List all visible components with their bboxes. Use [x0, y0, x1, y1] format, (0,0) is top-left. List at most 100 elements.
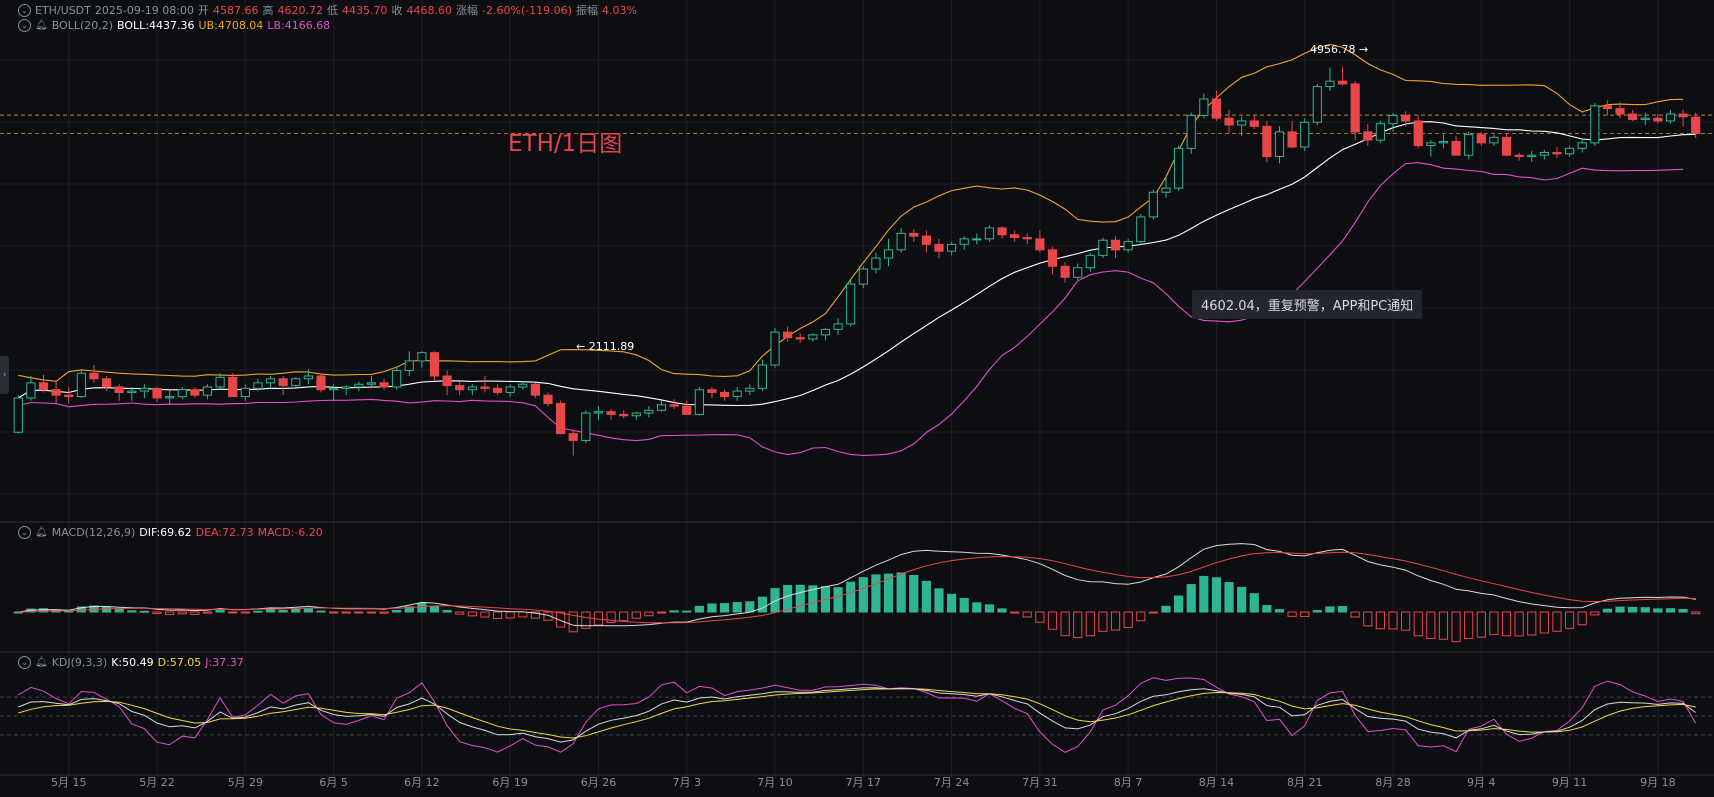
boll-lb-value: LB:4166.68 — [267, 19, 331, 32]
macd-histogram-bar — [694, 605, 704, 613]
macd-histogram-bar — [1010, 611, 1020, 614]
x-tick-label: 8月 21 — [1287, 776, 1323, 789]
collapse-icon[interactable]: ⌄ — [18, 656, 31, 669]
candle-body — [442, 375, 452, 387]
candle-body — [1678, 113, 1688, 118]
candle-body — [757, 364, 768, 389]
macd-histogram-bar — [101, 606, 112, 613]
candle-body — [1577, 142, 1587, 149]
amplitude-value: 4.03% — [601, 3, 637, 17]
collapse-icon[interactable]: ⌄ — [18, 19, 31, 32]
j-value: J:37.37 — [205, 656, 244, 669]
price-legend: ⌄ ETH/USDT 2025-09-19 08:00 开 4587.66 高 46… — [18, 2, 637, 18]
j-line — [18, 677, 1697, 753]
macd-histogram-bar — [871, 574, 881, 613]
k-line — [18, 687, 1696, 743]
kdj-name: KDJ(9,3,3) — [51, 656, 108, 669]
macd-histogram-bar — [934, 588, 944, 613]
candle-body — [1035, 238, 1045, 251]
candle-body — [997, 227, 1007, 236]
macd-histogram-bar — [127, 610, 137, 613]
macd-histogram-bar — [1098, 611, 1108, 632]
boll-mid-value: BOLL:4437.36 — [117, 19, 195, 32]
collapse-icon[interactable]: ⌄ — [18, 3, 31, 17]
candle-body — [1438, 140, 1449, 144]
candle-body — [303, 375, 313, 380]
candle-body — [366, 382, 377, 385]
high-price-marker: 4956.78 → — [1310, 43, 1369, 56]
date-label: 2025-09-19 08:00 — [94, 3, 194, 17]
candle-body — [240, 387, 250, 398]
collapse-icon[interactable]: ⌄ — [18, 526, 31, 539]
candle-body — [13, 397, 23, 433]
candle-body — [1047, 249, 1058, 267]
x-tick-label: 7月 17 — [846, 776, 882, 789]
macd-histogram-bar — [1552, 611, 1562, 632]
macd-name: MACD(12,26,9) — [51, 526, 136, 539]
macd-histogram-bar — [707, 603, 717, 613]
low-price-marker: ← 2111.89 — [576, 340, 635, 353]
candle-body — [568, 433, 578, 441]
expand-sidebar-handle[interactable]: › — [0, 356, 9, 394]
x-tick-label: 5月 15 — [51, 776, 87, 789]
macd-histogram-bar — [530, 611, 540, 619]
macd-histogram-bar — [770, 588, 780, 613]
x-tick-label: 5月 22 — [139, 776, 175, 789]
candle-body — [707, 389, 717, 393]
candle-body — [606, 411, 616, 415]
macd-histogram-bar — [1073, 611, 1083, 639]
x-tick-label: 7月 3 — [672, 776, 701, 789]
x-tick-label: 6月 5 — [319, 776, 348, 789]
candle-body — [51, 389, 61, 396]
candle-body — [770, 331, 780, 366]
bell-icon[interactable]: 🔔︎ — [35, 657, 48, 668]
candle-body — [1287, 131, 1297, 148]
macd-histogram-bar — [265, 609, 276, 613]
macd-histogram-bar — [732, 602, 742, 613]
candle-body — [341, 386, 351, 389]
macd-histogram-bar — [392, 609, 402, 613]
bell-icon[interactable]: 🔔︎ — [35, 527, 48, 538]
macd-histogram-bar — [808, 585, 818, 613]
candle-body — [1312, 86, 1322, 123]
macd-histogram-bar — [1691, 611, 1701, 615]
candle-body — [1186, 114, 1196, 149]
candle-body — [1527, 154, 1537, 158]
candle-body — [492, 387, 503, 393]
candle-body — [1148, 191, 1158, 218]
macd-histogram-bar — [556, 611, 566, 628]
candle-body — [1337, 80, 1348, 85]
x-tick-label: 6月 19 — [492, 776, 528, 789]
candle-body — [1123, 241, 1133, 251]
macd-histogram-bar — [783, 585, 793, 613]
macd-histogram-bar — [492, 611, 503, 619]
macd-histogram-bar — [682, 610, 692, 613]
dea-line — [18, 551, 1696, 624]
close-value: 4468.60 — [406, 3, 453, 17]
candle-body — [253, 382, 263, 389]
candle-body — [1413, 120, 1423, 147]
macd-histogram-bar — [921, 580, 931, 613]
macd-histogram-bar — [215, 609, 225, 613]
candle-body — [1110, 239, 1121, 251]
candle-body — [265, 378, 276, 384]
macd-histogram-bar — [719, 603, 730, 613]
macd-histogram-bar — [1211, 577, 1222, 613]
candle-body — [1653, 117, 1663, 122]
candle-body — [1564, 147, 1575, 155]
candle-body — [556, 402, 566, 435]
candle-body — [316, 375, 326, 391]
macd-histogram-bar — [959, 598, 969, 613]
candle-body — [1300, 121, 1310, 148]
macd-histogram-bar — [1274, 609, 1285, 613]
candle-body — [165, 396, 175, 399]
bell-icon[interactable]: 🔔︎ — [35, 20, 48, 31]
macd-histogram-bar — [1022, 611, 1032, 618]
macd-histogram-bar — [972, 602, 982, 613]
candle-body — [1350, 83, 1360, 133]
price-alert-tooltip[interactable]: 4602.04，重复预警，APP和PC通知 — [1192, 290, 1423, 319]
macd-histogram-bar — [240, 611, 250, 614]
macd-histogram-bar — [1337, 606, 1348, 613]
x-tick-label: 6月 26 — [581, 776, 617, 789]
